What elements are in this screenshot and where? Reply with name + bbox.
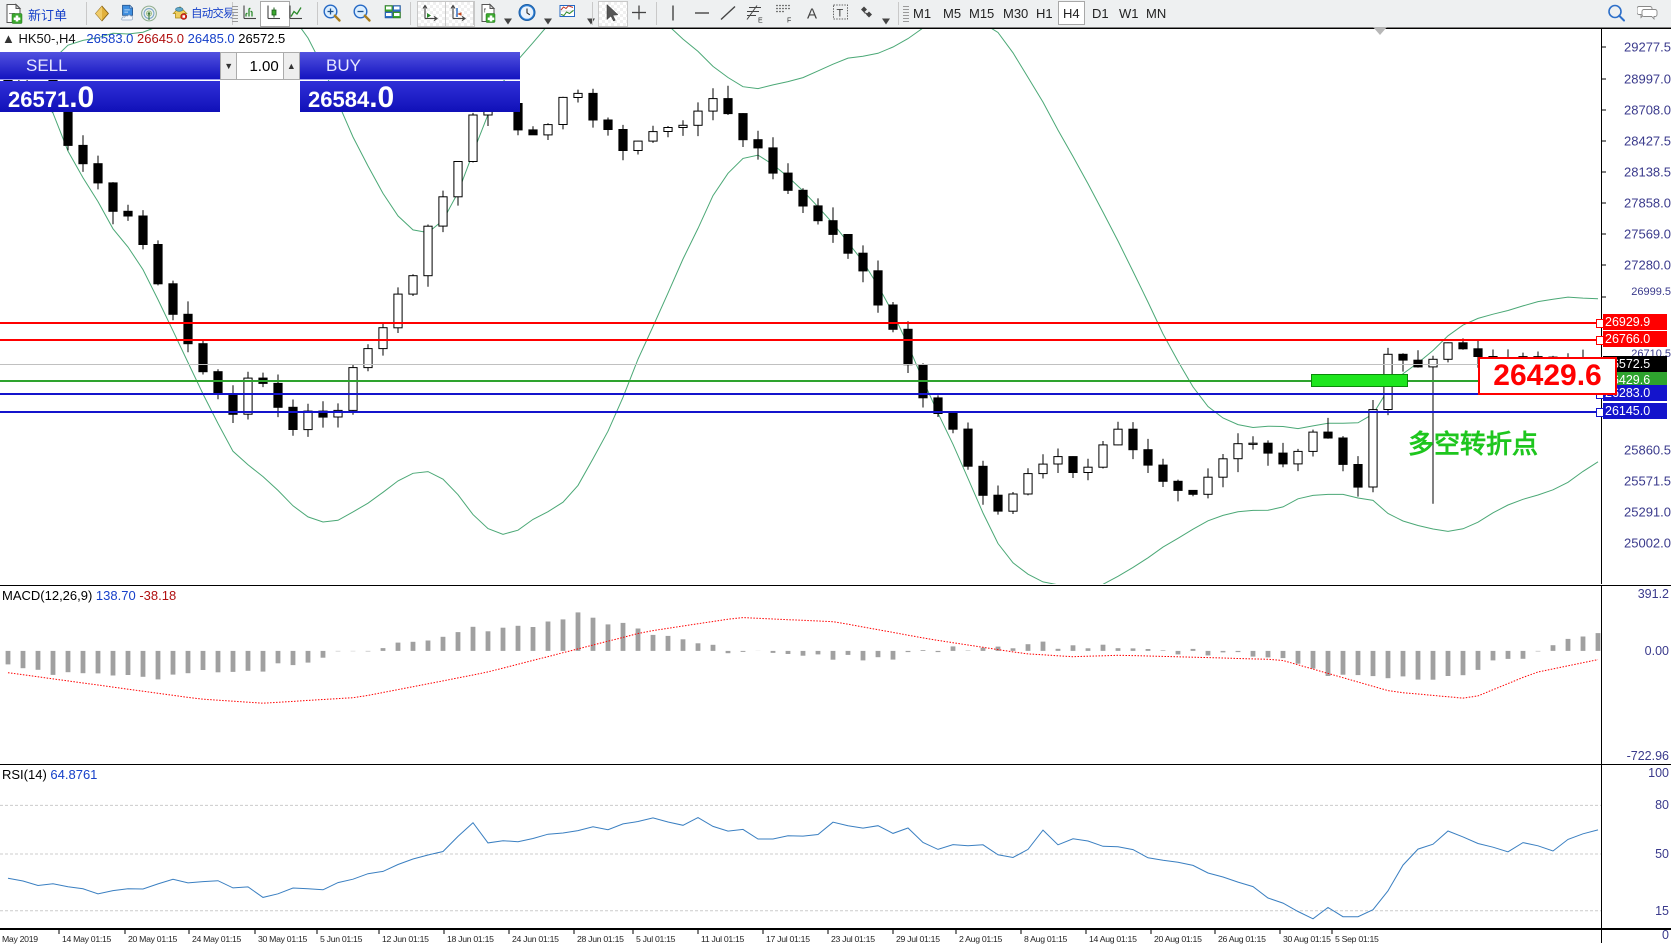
- svg-text:T: T: [837, 8, 844, 20]
- svg-text:A: A: [807, 6, 817, 23]
- svg-text:E: E: [758, 18, 763, 25]
- svg-text:F: F: [787, 18, 791, 25]
